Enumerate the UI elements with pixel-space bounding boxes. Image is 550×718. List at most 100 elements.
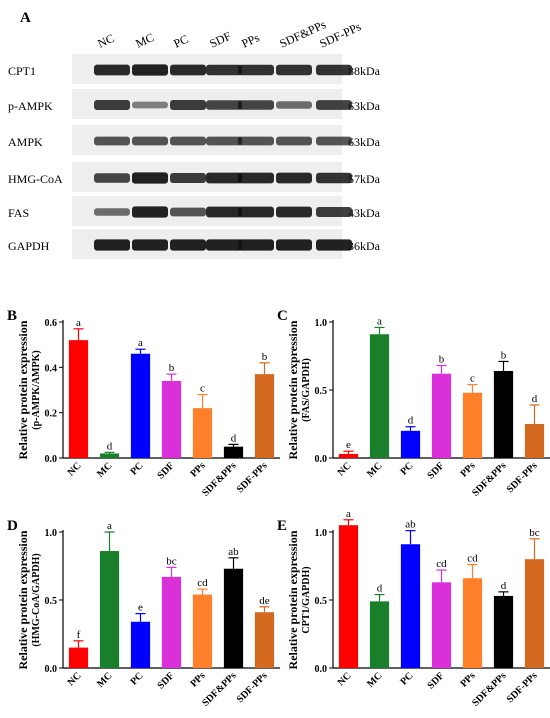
significance-letter: d — [501, 580, 507, 592]
blot-band — [170, 173, 206, 183]
significance-letter: a — [346, 508, 351, 520]
significance-letter: e — [138, 602, 143, 614]
blot-size-label: 43kDa — [348, 206, 381, 220]
blot-band — [170, 64, 206, 76]
blot-band — [94, 173, 130, 183]
blot-protein-label: HMG-CoA — [8, 172, 63, 186]
significance-letter: bc — [529, 527, 540, 539]
significance-letter: d — [231, 432, 237, 444]
bar — [99, 453, 120, 458]
blot-protein-label: AMPK — [8, 135, 43, 149]
blot-band — [316, 239, 352, 251]
blot-band — [238, 239, 274, 251]
x-tick-label: NC — [336, 670, 354, 688]
x-tick-label: PC — [398, 460, 415, 477]
significance-letter: e — [346, 439, 351, 451]
x-tick-label: PPs — [188, 460, 207, 479]
significance-letter: c — [470, 373, 475, 385]
y-axis-sublabel: (p-AMPK/AMPK) — [31, 350, 42, 429]
x-tick-label: MC — [95, 670, 115, 690]
blot-band — [316, 100, 352, 110]
bar — [493, 595, 514, 668]
bar — [400, 544, 421, 668]
bar — [130, 353, 151, 458]
blot-band — [206, 239, 242, 251]
y-axis-sublabel: (HMG-CoA/GAPDH) — [31, 553, 42, 646]
bar — [369, 334, 390, 458]
y-tick-label: 0.4 — [45, 363, 58, 374]
significance-letter: a — [107, 520, 112, 532]
blot-band — [132, 136, 168, 146]
y-tick-label: 0.5 — [315, 596, 328, 607]
x-tick-label: PC — [398, 670, 415, 687]
significance-letter: a — [138, 337, 143, 349]
significance-letter: b — [262, 351, 268, 363]
blot-band — [170, 207, 206, 217]
blot-band — [206, 64, 242, 76]
y-tick-label: 1.0 — [315, 318, 328, 329]
blot-band — [276, 172, 312, 184]
x-tick-label: SDF — [155, 670, 176, 691]
blot-band — [206, 100, 242, 110]
x-tick-label: PPs — [458, 460, 477, 479]
x-tick-label: SDF&PPs — [200, 460, 238, 498]
y-axis-label: Relative protein expression — [16, 530, 30, 669]
x-tick-label: SDF — [425, 670, 446, 691]
bar — [338, 453, 359, 458]
lane-label-2: PC — [171, 32, 190, 51]
x-tick-label: NC — [66, 460, 84, 478]
lane-label-4: PPs — [239, 30, 262, 50]
bar — [338, 525, 359, 668]
x-tick-label: SDF-PPs — [235, 670, 270, 705]
blot-band — [238, 172, 274, 184]
panel-label: E — [277, 518, 287, 534]
bar — [493, 370, 514, 458]
x-tick-label: PC — [128, 670, 145, 687]
x-tick-label: SDF — [155, 460, 176, 481]
y-axis-sublabel: CPT1/GAPDH) — [301, 566, 312, 633]
blot-protein-label: GAPDH — [8, 239, 50, 253]
significance-letter: bc — [166, 555, 177, 567]
bar — [524, 424, 545, 458]
y-tick-label: 0.5 — [315, 386, 328, 397]
bar — [254, 374, 275, 458]
significance-letter: b — [501, 349, 507, 361]
blot-band — [170, 100, 206, 110]
blot-band — [132, 101, 168, 109]
x-tick-label: SDF&PPs — [470, 460, 508, 498]
bar — [192, 408, 213, 458]
significance-letter: a — [76, 317, 81, 329]
blot-protein-label: FAS — [8, 206, 29, 220]
x-tick-label: SDF&PPs — [470, 670, 508, 708]
blot-band — [170, 136, 206, 146]
panel-label: B — [7, 308, 17, 324]
bar — [161, 576, 182, 668]
bar — [431, 373, 452, 458]
blot-band — [316, 207, 352, 217]
panel-label: D — [7, 518, 18, 534]
blot-band — [276, 136, 312, 146]
blot-band — [94, 100, 130, 110]
significance-letter: d — [408, 415, 414, 427]
blot-band — [238, 64, 274, 76]
significance-letter: d — [532, 393, 538, 405]
blot-size-label: 63kDa — [348, 135, 381, 149]
significance-letter: cd — [467, 553, 478, 565]
bar — [431, 582, 452, 668]
bar — [99, 551, 120, 668]
blot-size-label: 63kDa — [348, 99, 381, 113]
x-tick-label: MC — [95, 460, 115, 480]
blot-band — [276, 239, 312, 251]
x-tick-label: SDF-PPs — [235, 460, 270, 495]
y-axis-label: Relative protein expression — [16, 320, 30, 459]
x-tick-label: SDF — [425, 460, 446, 481]
x-tick-label: NC — [336, 460, 354, 478]
y-tick-label: 0.2 — [45, 409, 58, 420]
y-axis-label: Relative protein expression — [286, 530, 300, 669]
